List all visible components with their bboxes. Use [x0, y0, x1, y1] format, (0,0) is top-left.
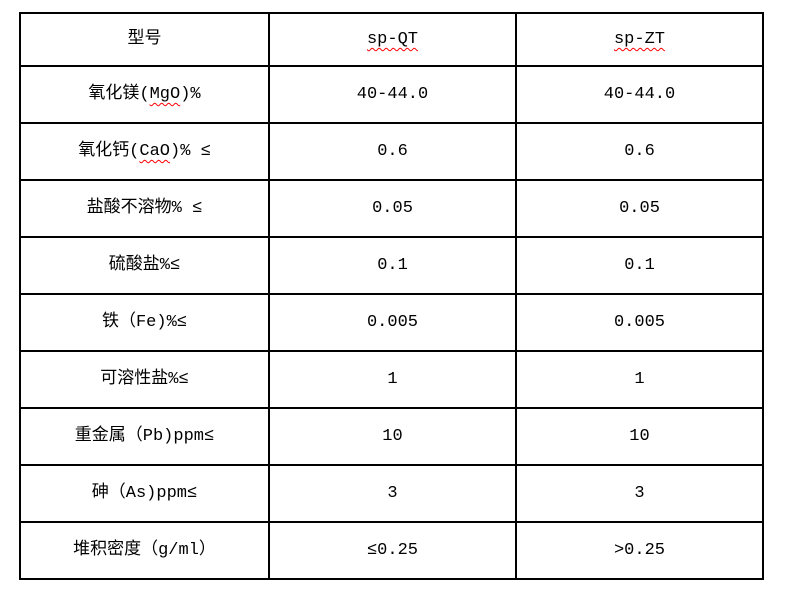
- row-label-fe: 铁（Fe)%≤: [19, 293, 270, 352]
- table-row-as: 砷（As)ppm≤ 3 3: [19, 464, 764, 523]
- table-row-bulk-density: 堆积密度（g/ml） ≤0.25 >0.25: [19, 521, 764, 580]
- row-label-sulfate: 硫酸盐%≤: [19, 236, 270, 295]
- label-text: 铁（Fe)%≤: [101, 313, 187, 332]
- header-cell-sp-qt: sp-QT: [268, 12, 517, 67]
- table-row-fe: 铁（Fe)%≤ 0.005 0.005: [19, 293, 764, 352]
- value-sp-zt: 10: [515, 407, 764, 466]
- row-label-pb: 重金属（Pb)ppm≤: [19, 407, 270, 466]
- row-label-cao: 氧化钙(CaO)% ≤: [19, 122, 270, 181]
- table-row-mgo: 氧化镁(MgO)% 40-44.0 40-44.0: [19, 65, 764, 124]
- value-sp-zt: 0.6: [515, 122, 764, 181]
- table-row-soluble-salt: 可溶性盐%≤ 1 1: [19, 350, 764, 409]
- row-label-soluble-salt: 可溶性盐%≤: [19, 350, 270, 409]
- value-sp-qt: ≤0.25: [268, 521, 517, 580]
- value-sp-zt: >0.25: [515, 521, 764, 580]
- table-row-sulfate: 硫酸盐%≤ 0.1 0.1: [19, 236, 764, 295]
- header-cell-sp-zt: sp-ZT: [515, 12, 764, 67]
- value-sp-zt: 1: [515, 350, 764, 409]
- table-row-hcl-insoluble: 盐酸不溶物% ≤ 0.05 0.05: [19, 179, 764, 238]
- label-text: 氧化镁(: [88, 85, 150, 104]
- row-label-mgo: 氧化镁(MgO)%: [19, 65, 270, 124]
- value-sp-zt: 0.05: [515, 179, 764, 238]
- label-text: )% ≤: [170, 142, 211, 161]
- value-sp-zt: 0.1: [515, 236, 764, 295]
- label-text: 堆积密度（g/ml）: [73, 541, 216, 560]
- value-sp-qt: 1: [268, 350, 517, 409]
- header-cell-model: 型号: [19, 12, 270, 67]
- table-row-cao: 氧化钙(CaO)% ≤ 0.6 0.6: [19, 122, 764, 181]
- sp-qt-label: sp-QT: [366, 30, 418, 49]
- label-marked-text: CaO: [139, 142, 170, 161]
- label-text: )%: [180, 85, 201, 104]
- label-text: 重金属（Pb)ppm≤: [74, 427, 215, 446]
- value-sp-qt: 0.1: [268, 236, 517, 295]
- table-row-pb: 重金属（Pb)ppm≤ 10 10: [19, 407, 764, 466]
- label-text: 氧化钙(: [78, 142, 140, 161]
- value-sp-qt: 0.6: [268, 122, 517, 181]
- label-text: 盐酸不溶物% ≤: [86, 199, 203, 218]
- value-sp-zt: 3: [515, 464, 764, 523]
- spec-table: 型号 sp-QT sp-ZT 氧化镁(MgO)% 40-44.0 40-44.0…: [19, 12, 764, 580]
- value-sp-qt: 0.005: [268, 293, 517, 352]
- row-label-hcl-insoluble: 盐酸不溶物% ≤: [19, 179, 270, 238]
- sp-zt-label: sp-ZT: [613, 30, 665, 49]
- value-sp-qt: 40-44.0: [268, 65, 517, 124]
- label-text: 硫酸盐%≤: [108, 256, 181, 275]
- label-text: 可溶性盐%≤: [100, 370, 189, 389]
- table-header-row: 型号 sp-QT sp-ZT: [19, 12, 764, 67]
- value-sp-zt: 40-44.0: [515, 65, 764, 124]
- value-sp-zt: 0.005: [515, 293, 764, 352]
- row-label-bulk-density: 堆积密度（g/ml）: [19, 521, 270, 580]
- label-text: 砷（As)ppm≤: [91, 484, 198, 503]
- value-sp-qt: 0.05: [268, 179, 517, 238]
- label-marked-text: MgO: [149, 85, 181, 104]
- value-sp-qt: 10: [268, 407, 517, 466]
- row-label-as: 砷（As)ppm≤: [19, 464, 270, 523]
- value-sp-qt: 3: [268, 464, 517, 523]
